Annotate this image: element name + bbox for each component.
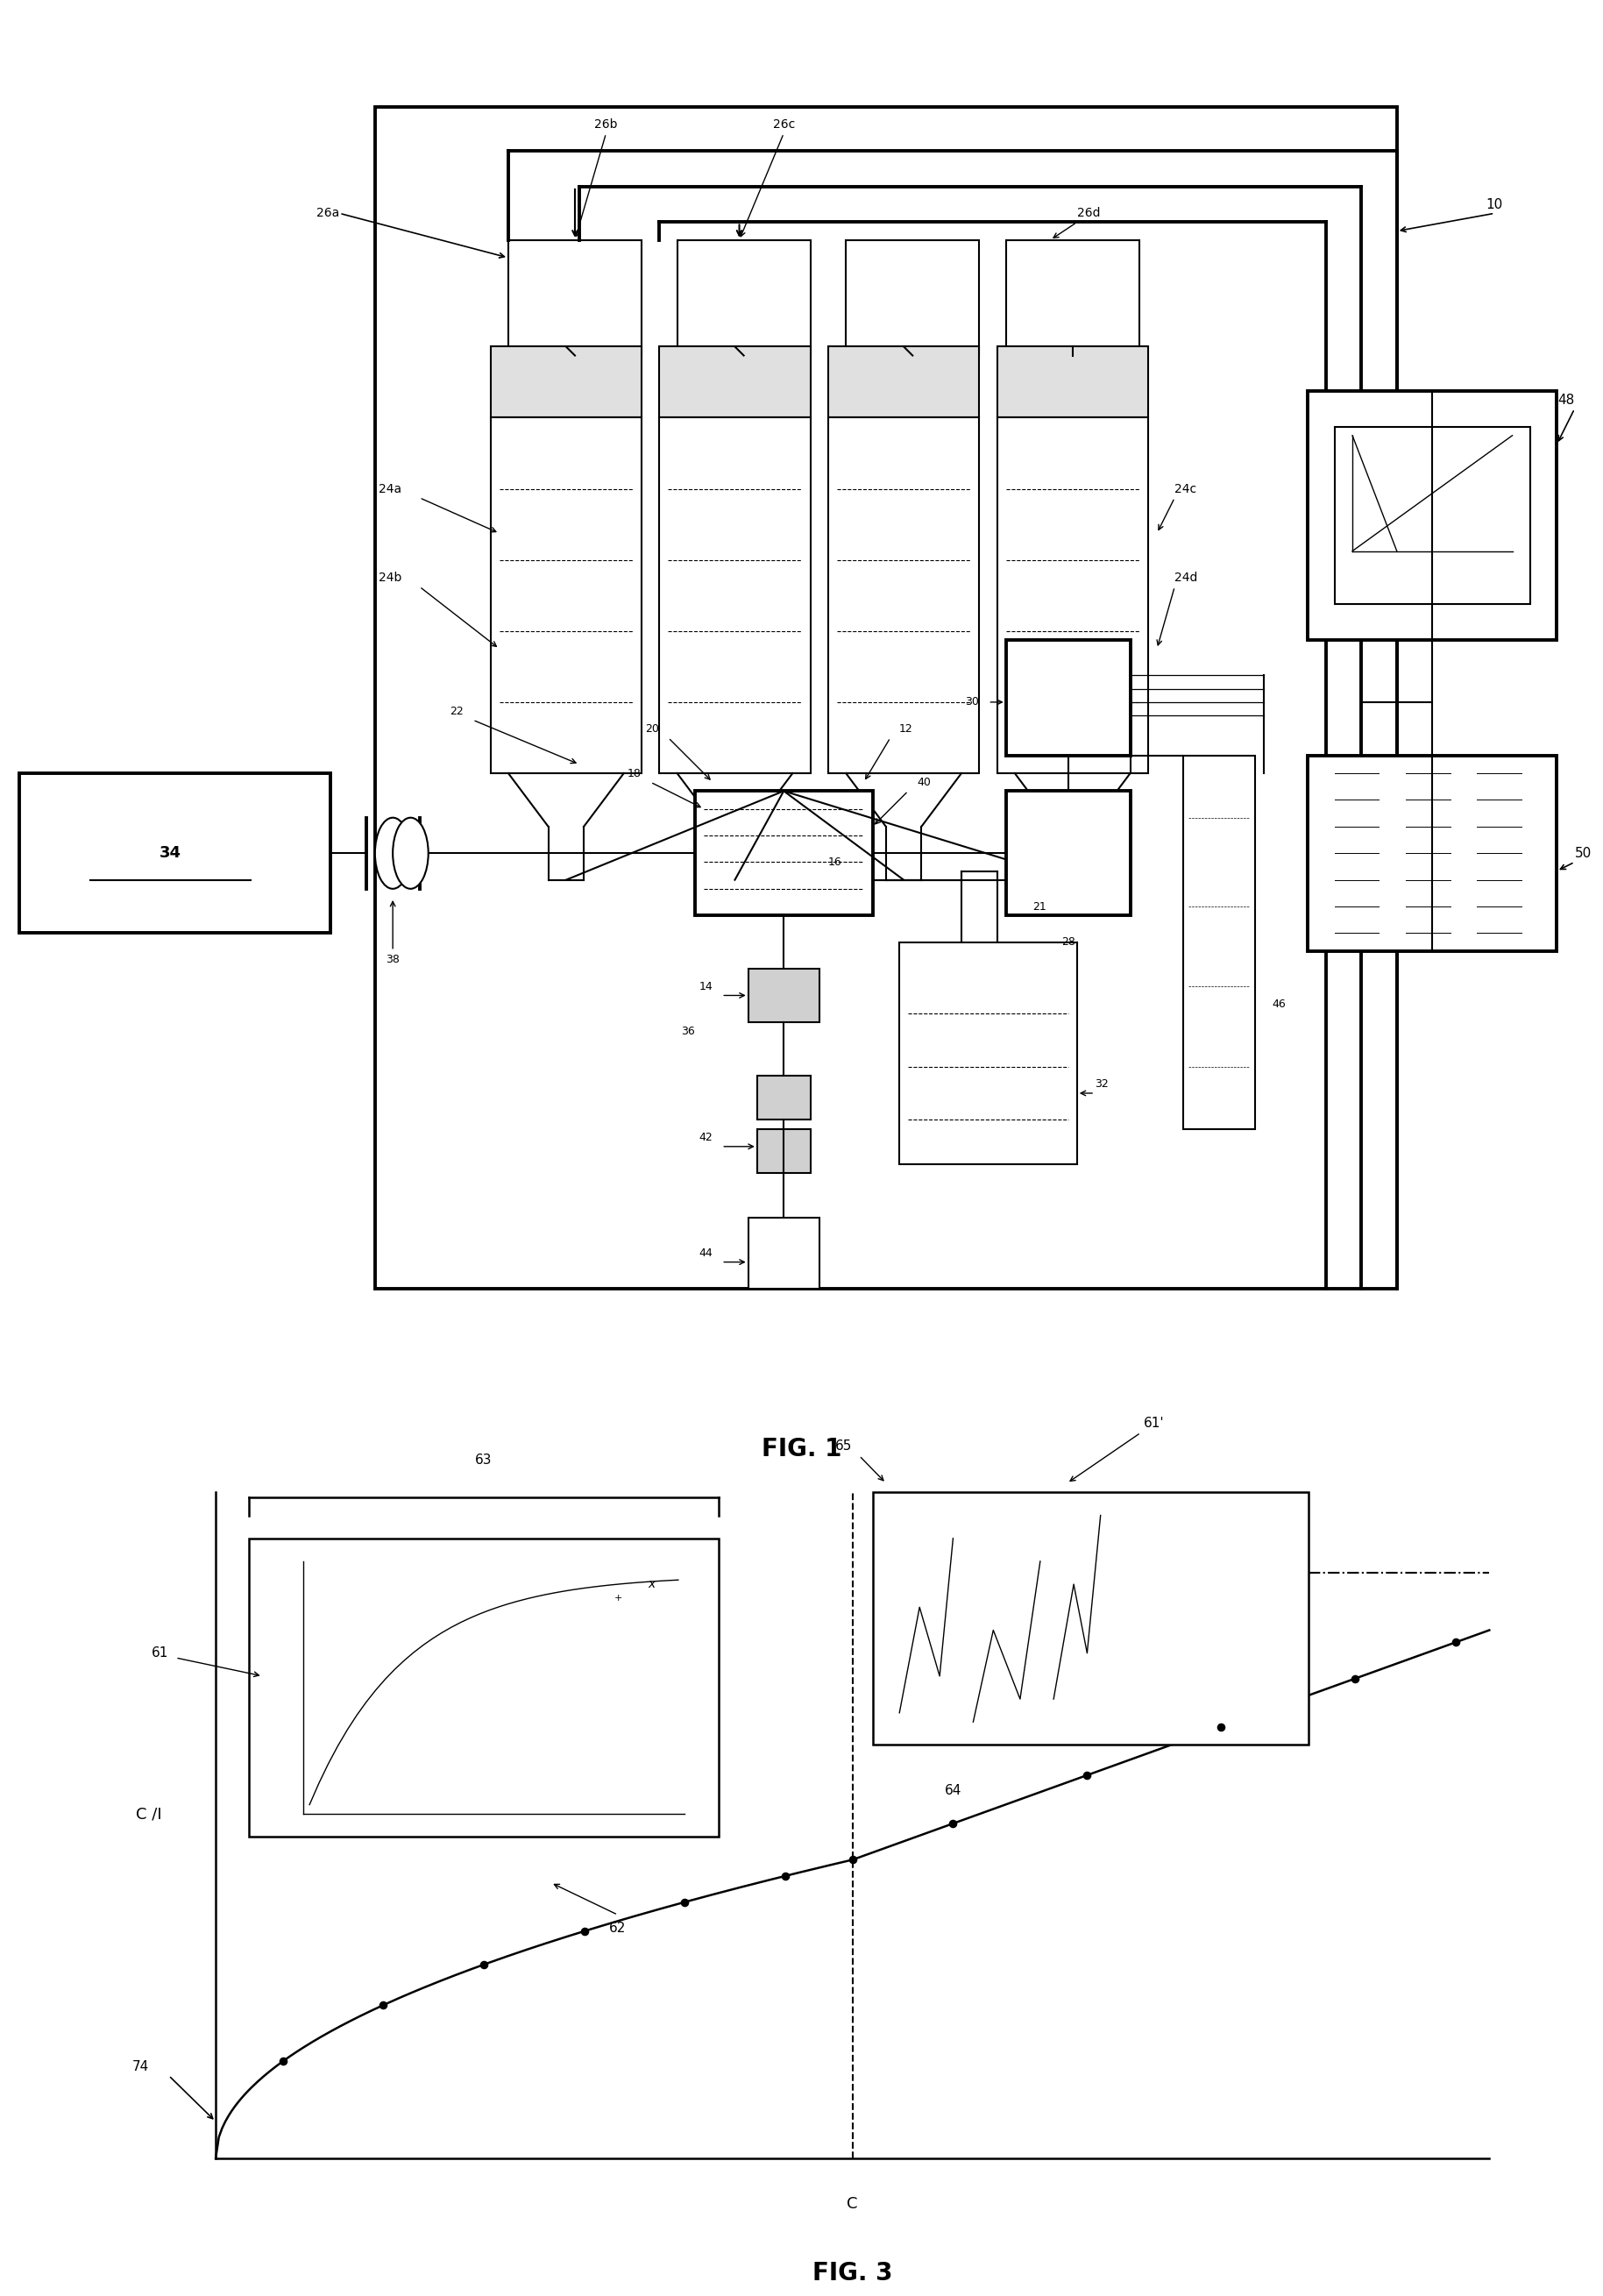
Text: 26c: 26c — [773, 119, 795, 131]
Bar — [659, 418, 811, 774]
Text: +: + — [614, 1593, 622, 1603]
Text: 65: 65 — [835, 1440, 853, 1453]
Bar — [1335, 427, 1531, 604]
Text: FIG. 3: FIG. 3 — [813, 2262, 893, 2285]
Ellipse shape — [375, 817, 410, 889]
Text: 38: 38 — [386, 955, 399, 967]
Bar — [491, 418, 641, 774]
Bar — [694, 792, 872, 916]
Text: 46: 46 — [1273, 999, 1286, 1010]
Text: 61: 61 — [152, 1646, 168, 1660]
Text: 26d: 26d — [1077, 207, 1100, 220]
Text: 26a: 26a — [316, 207, 340, 220]
Text: 24d: 24d — [1175, 572, 1197, 583]
Text: C: C — [846, 2197, 858, 2211]
Text: 28: 28 — [1061, 937, 1076, 948]
Bar — [659, 347, 811, 418]
Bar — [997, 418, 1148, 774]
Bar — [375, 106, 1396, 1288]
Point — [773, 1857, 798, 1894]
Text: 62: 62 — [609, 1922, 627, 1936]
Text: 44: 44 — [699, 1247, 713, 1258]
Point — [1074, 1756, 1100, 1793]
Bar — [676, 241, 811, 356]
Bar — [1308, 390, 1557, 641]
Bar — [19, 774, 330, 932]
Text: x: x — [648, 1577, 656, 1591]
Text: 50: 50 — [1574, 847, 1592, 859]
Text: 22: 22 — [450, 705, 463, 716]
Text: 10: 10 — [1486, 197, 1504, 211]
Text: 36: 36 — [681, 1026, 694, 1038]
Bar — [1005, 792, 1130, 916]
Text: 40: 40 — [917, 776, 931, 788]
Text: FIG. 1: FIG. 1 — [761, 1437, 842, 1460]
Bar — [491, 347, 641, 418]
Text: 24a: 24a — [378, 482, 402, 496]
Text: 48: 48 — [1558, 393, 1574, 406]
Text: 12: 12 — [899, 723, 914, 735]
Text: 26b: 26b — [595, 119, 617, 131]
Bar — [757, 1130, 811, 1173]
Text: 24b: 24b — [378, 572, 402, 583]
Point — [471, 1947, 497, 1984]
Text: 18: 18 — [628, 767, 641, 778]
Bar — [997, 347, 1148, 418]
Text: 20: 20 — [646, 723, 659, 735]
Point — [840, 1841, 866, 1878]
Text: 24c: 24c — [1175, 482, 1197, 496]
Bar — [749, 969, 819, 1022]
Point — [572, 1913, 598, 1949]
Text: 74: 74 — [131, 2060, 149, 2073]
Point — [1443, 1623, 1468, 1660]
Text: 16: 16 — [829, 856, 842, 868]
Bar — [1005, 241, 1140, 356]
Bar — [899, 941, 1077, 1164]
Bar — [248, 1538, 718, 1837]
Point — [1209, 1708, 1234, 1745]
Bar — [872, 1492, 1308, 1745]
Bar — [1183, 755, 1255, 1130]
Text: 61': 61' — [1145, 1417, 1164, 1430]
Point — [1342, 1660, 1367, 1697]
Bar — [1005, 641, 1130, 755]
Text: 30: 30 — [965, 696, 979, 707]
Bar — [829, 347, 979, 418]
Text: 42: 42 — [699, 1132, 713, 1143]
Text: 63: 63 — [474, 1453, 492, 1467]
Text: 32: 32 — [1095, 1079, 1109, 1091]
Text: 64: 64 — [944, 1784, 962, 1798]
Text: 34: 34 — [160, 845, 181, 861]
Text: 21: 21 — [1032, 900, 1047, 912]
Bar — [508, 241, 641, 356]
Bar — [757, 1075, 811, 1120]
Point — [672, 1883, 697, 1919]
Text: 14: 14 — [699, 980, 713, 992]
Point — [941, 1805, 967, 1841]
Text: C /I: C /I — [136, 1807, 162, 1821]
Bar — [829, 418, 979, 774]
Point — [269, 2043, 295, 2080]
Point — [370, 1986, 396, 2023]
Bar — [1308, 755, 1557, 951]
Bar — [846, 241, 979, 356]
Ellipse shape — [393, 817, 428, 889]
Bar — [749, 1217, 819, 1288]
